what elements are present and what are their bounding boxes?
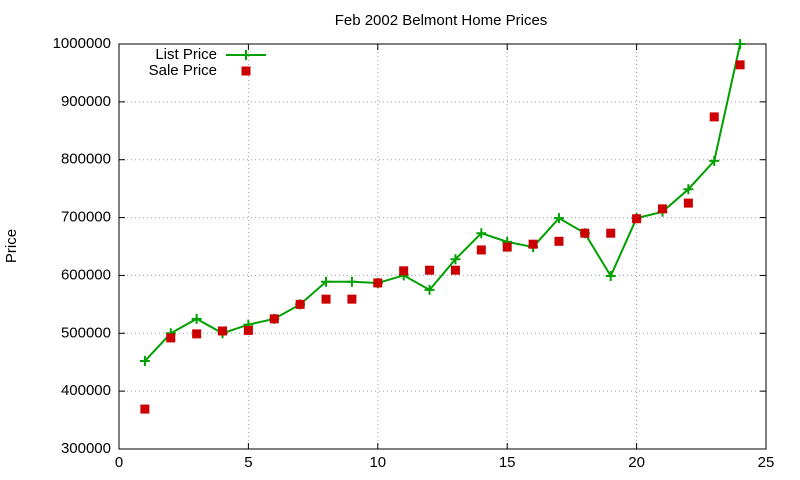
x-tick-label: 0 (115, 454, 123, 471)
data-point (321, 294, 331, 304)
x-tick-label: 5 (244, 454, 252, 471)
plot-border (118, 43, 767, 450)
data-point (166, 333, 176, 343)
data-point (140, 404, 150, 414)
data-point (683, 184, 694, 195)
data-point (580, 228, 590, 238)
y-tick-label: 500000 (61, 324, 111, 341)
data-point (450, 254, 461, 265)
data-point (399, 266, 409, 276)
data-point (139, 356, 150, 367)
y-axis-label: Price (3, 229, 20, 263)
y-tick-label: 600000 (61, 266, 111, 283)
data-point (450, 265, 460, 275)
data-point (553, 213, 564, 224)
data-point (606, 228, 616, 238)
data-point (632, 214, 642, 224)
data-point (476, 245, 486, 255)
data-point (373, 278, 383, 288)
data-point (735, 39, 746, 49)
data-point (192, 329, 202, 339)
data-point (476, 228, 487, 239)
data-point (424, 284, 435, 295)
data-point (218, 326, 228, 336)
x-tick-label: 15 (499, 454, 516, 471)
data-point (554, 236, 564, 246)
data-point (425, 265, 435, 275)
y-tick-label: 400000 (61, 382, 111, 399)
y-tick-label: 300000 (61, 440, 111, 457)
data-point (295, 299, 305, 309)
y-tick-label: 800000 (61, 151, 111, 168)
data-point (321, 276, 332, 287)
x-tick-label: 10 (369, 454, 386, 471)
data-point (709, 155, 720, 166)
data-point (502, 242, 512, 252)
y-tick-label: 700000 (61, 209, 111, 226)
legend-marker (241, 66, 251, 76)
y-tick-label: 1000000 (53, 35, 111, 52)
data-point (269, 314, 279, 324)
data-point (243, 325, 253, 335)
legend-label: Sale Price (149, 62, 217, 79)
y-tick-label: 900000 (61, 93, 111, 110)
series-line (144, 43, 742, 362)
data-point (657, 204, 667, 214)
x-tick-label: 20 (628, 454, 645, 471)
data-point (683, 198, 693, 208)
data-point (709, 112, 719, 122)
x-tick-label: 25 (758, 454, 775, 471)
data-point (346, 276, 357, 287)
data-point (191, 313, 202, 324)
data-point (735, 60, 745, 70)
data-point (605, 271, 616, 282)
legend-label: List Price (155, 46, 217, 63)
data-point (528, 239, 538, 249)
data-point (347, 294, 357, 304)
legend-marker (241, 50, 251, 60)
chart-title: Feb 2002 Belmont Home Prices (335, 12, 548, 29)
